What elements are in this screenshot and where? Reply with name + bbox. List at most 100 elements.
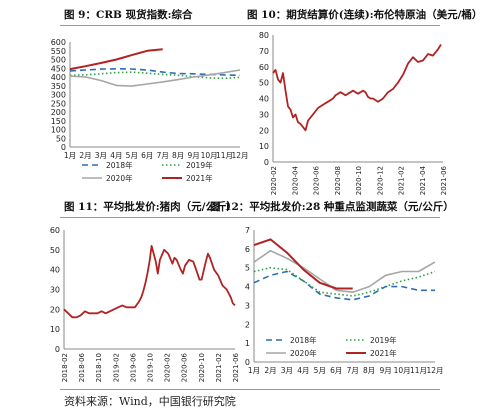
crb-xtick-label: 10月 (201, 151, 218, 160)
pork-series-line (63, 244, 236, 319)
brent-ytick-label: 0 (264, 158, 269, 167)
pork-ytick-label: 0 (55, 345, 60, 354)
veg-legend-label: 2021年 (370, 348, 397, 358)
pork-xtick-label: 2020-10 (198, 353, 206, 382)
brent-xtick-label: 2021-04 (419, 165, 427, 195)
crb-xtick-label: 3月 (95, 151, 107, 160)
veg-legend-label: 2018年 (290, 335, 317, 345)
brent-xtick-label: 2020-12 (376, 166, 384, 195)
crb-xtick-label: 5月 (126, 151, 138, 160)
figure-12-title: 图 12：平均批发价:28 种重点监测蔬菜（元/公斤） (210, 201, 454, 213)
chart-pork-svg: 0 10 20 30 40 50 60 2018-02 2018-06 2018-10 2019-0… (50, 226, 240, 382)
veg-ytick-label: 4 (245, 283, 250, 292)
pork-ytick-label: 10 (50, 325, 60, 334)
veg-xtick-label: 1月 (248, 366, 260, 375)
bottom-rule (60, 389, 440, 390)
pork-xtick-label: 2018-06 (78, 352, 86, 382)
pork-xtick-label: 2021-02 (215, 353, 223, 382)
pork-xtick-label: 2018-10 (95, 353, 103, 382)
crb-ytick-label: 600 (51, 38, 66, 47)
veg-ytick-label: 2 (245, 320, 250, 329)
crb-ytick-label: 350 (51, 82, 66, 91)
pork-xtick-label: 2019-10 (147, 353, 155, 382)
pork-xtick-label: 2019-06 (129, 352, 137, 382)
veg-xtick-label: 3月 (281, 366, 293, 375)
crb-ytick-label: 500 (51, 56, 66, 65)
veg-ytick-label: 6 (245, 245, 250, 254)
brent-ytick-label: 30 (259, 110, 269, 119)
veg-xtick-label: 7月 (347, 366, 359, 375)
veg-ytick-label: 7 (245, 226, 250, 235)
veg-xtick-label: 8月 (363, 366, 375, 375)
crb-ytick-label: 550 (51, 47, 66, 56)
chart-vegetables-svg: 0 1 2 3 4 5 6 7 1月 2月 3月 4月 5月 6月 7月 8月 9月 10月 11月 12月 2018年… (245, 226, 444, 375)
brent-xtick-label: 2020-06 (313, 165, 321, 195)
veg-legend-label: 2019年 (370, 335, 397, 345)
brent-xtick-label: 2020-08 (334, 166, 342, 195)
brent-xtick-label: 2020-02 (270, 166, 278, 195)
veg-xtick-label: 4月 (297, 366, 309, 375)
crb-xtick-label: 9月 (187, 151, 199, 160)
crb-ytick-label: 50 (56, 134, 66, 143)
chart-vegetables: 0 1 2 3 4 5 6 7 1月 2月 3月 4月 5月 6月 7月 8月 9月 10月 11月 12月 2018年… (230, 222, 445, 387)
veg-xtick-label: 10月 (394, 366, 411, 375)
veg-series-line (253, 266, 436, 297)
pork-ytick-label: 30 (50, 286, 60, 295)
veg-xtick-label: 6月 (330, 366, 342, 375)
crb-xtick-label: 8月 (172, 151, 184, 160)
crb-ytick-label: 0 (61, 143, 66, 152)
brent-ytick-label: 70 (259, 47, 269, 56)
crb-xtick-label: 12月 (231, 151, 248, 160)
crb-ytick-label: 250 (51, 99, 66, 108)
crb-xtick-label: 1月 (64, 151, 76, 160)
crb-series-line (69, 71, 241, 80)
crb-xtick-label: 2月 (79, 151, 91, 160)
brent-ytick-label: 10 (259, 142, 269, 151)
crb-legend-label: 2021年 (186, 173, 213, 183)
brent-ytick-label: 80 (259, 31, 269, 40)
pork-ytick-label: 60 (50, 226, 60, 235)
crb-ytick-label: 150 (51, 117, 66, 126)
middle-rule (60, 217, 440, 218)
crb-xtick-label: 7月 (157, 151, 169, 160)
veg-xtick-label: 2月 (264, 366, 276, 375)
source-note: 资料来源：Wind，中国银行研究院 (64, 395, 236, 408)
brent-ytick-label: 50 (259, 79, 269, 88)
brent-xtick-label: 2020-04 (291, 165, 299, 195)
pork-xtick-label: 2018-02 (61, 353, 69, 382)
brent-xtick-label: 2020-10 (355, 166, 363, 195)
veg-ytick-label: 0 (245, 358, 250, 367)
pork-xtick-label: 2020-02 (164, 353, 172, 382)
crb-legend-label: 2020年 (106, 173, 133, 183)
veg-series-line (253, 238, 353, 290)
chart-crb: 0 50 100 150 200 250 300 350 400 450 500 550 600 1月 2月… (30, 30, 249, 192)
pork-ytick-label: 50 (50, 246, 60, 255)
crb-series-line (69, 48, 163, 71)
crb-xtick-label: 6月 (141, 151, 153, 160)
veg-ytick-label: 1 (245, 339, 250, 348)
pork-xtick-label: 2020-06 (181, 352, 189, 382)
crb-ytick-label: 100 (51, 126, 66, 135)
crb-legend-label: 2019年 (186, 160, 213, 170)
crb-xtick-label: 4月 (110, 151, 122, 160)
chart-brent: 0 10 20 30 40 50 60 70 80 2020-02 2020-04 2020-06 20… (245, 30, 455, 198)
figure-11-title: 图 11：平均批发价:猪肉（元/公斤） (64, 201, 237, 213)
figure-9-title: 图 9：CRB 现货指数:综合 (64, 9, 193, 21)
crb-series-line (69, 69, 241, 87)
veg-xtick-label: 12月 (426, 366, 443, 375)
brent-xtick-label: 2021-02 (398, 166, 406, 195)
pork-xtick-label: 2021-06 (232, 352, 240, 382)
pork-ytick-label: 20 (50, 305, 60, 314)
figure-10-title: 图 10：期货结算价(连续):布伦特原油（美元/桶） (247, 9, 483, 21)
brent-ytick-label: 40 (259, 95, 269, 104)
pork-xtick-label: 2019-02 (112, 353, 120, 382)
brent-series-line (272, 44, 442, 132)
brent-xtick-label: 2021-06 (440, 165, 448, 195)
crb-xtick-label: 11月 (216, 151, 233, 160)
crb-legend-label: 2018年 (106, 160, 133, 170)
veg-xtick-label: 11月 (410, 366, 427, 375)
brent-ytick-label: 20 (259, 126, 269, 135)
veg-legend-label: 2020年 (290, 348, 317, 358)
crb-ytick-label: 450 (51, 64, 66, 73)
brent-ytick-label: 60 (259, 63, 269, 72)
